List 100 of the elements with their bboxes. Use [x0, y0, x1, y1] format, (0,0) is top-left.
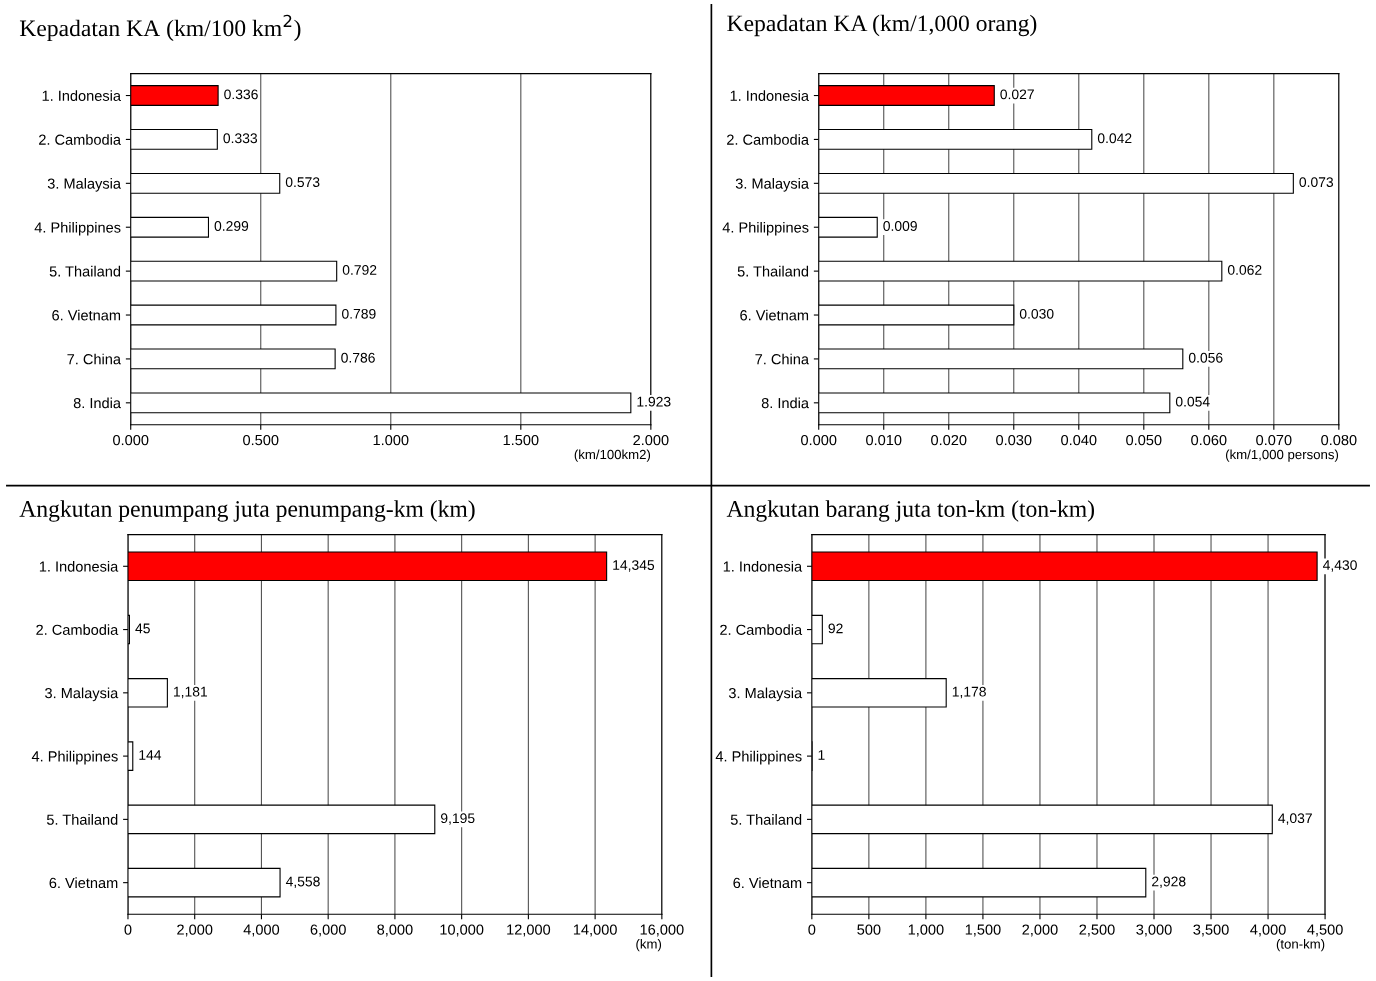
bar [130, 85, 219, 106]
x-tick-label: 2,000 [177, 924, 213, 937]
y-tick-label: 1. Indonesia [730, 90, 809, 101]
x-tick-label: 0.010 [866, 434, 902, 446]
chart-title: Angkutan penumpang juta penumpang-km (km) [19, 500, 475, 522]
y-tick-label: 7. China [755, 353, 809, 365]
bar [818, 260, 1223, 282]
x-tick-label: 0 [808, 924, 816, 935]
data-label: 1 [818, 750, 825, 760]
bar [818, 128, 1093, 150]
x-tick-label: 6,000 [310, 924, 346, 937]
data-label: 9,195 [440, 813, 475, 825]
y-tick-label: 1. Indonesia [42, 90, 121, 101]
data-label: 0.030 [1019, 308, 1054, 319]
x-tick-label: 1.500 [503, 434, 539, 446]
y-tick-label: 6. Vietnam [52, 309, 121, 321]
x-tick-label: 3,000 [1136, 924, 1172, 937]
bar [130, 128, 218, 150]
data-label: 14,345 [613, 560, 655, 572]
x-tick-label: 0.030 [996, 434, 1032, 446]
y-tick-label: 7. China [67, 353, 121, 365]
y-tick-label: 4. Philippines [31, 750, 118, 765]
y-tick-label: 8. India [73, 397, 121, 409]
x-tick-label: 0.040 [1061, 434, 1097, 446]
x-tick-label: 3,500 [1193, 924, 1229, 937]
x-tick-label: 0 [124, 924, 132, 935]
x-tick-label: 4,000 [1250, 924, 1286, 937]
y-tick-label: 3. Malaysia [728, 687, 803, 702]
bar [818, 348, 1184, 370]
data-label: 0.792 [342, 265, 377, 275]
y-tick-label: 2. Cambodia [720, 624, 803, 635]
data-label: 0.073 [1299, 177, 1334, 188]
x-axis-title: (ton-km) [1276, 939, 1325, 952]
chart-title: Kepadatan KA (km/1,000 orang) [727, 14, 1037, 37]
y-tick-label: 5. Thailand [49, 265, 121, 277]
y-tick-label: 3. Malaysia [45, 687, 119, 702]
data-label: 4,430 [1322, 560, 1357, 572]
x-tick-label: 1,000 [908, 924, 944, 937]
y-tick-label: 6. Vietnam [49, 877, 118, 889]
x-tick-label: 0.000 [113, 434, 149, 446]
x-tick-label: 14,000 [573, 924, 617, 937]
bar [818, 216, 878, 238]
data-label: 144 [139, 750, 162, 760]
data-label: 0.573 [285, 177, 320, 188]
data-label: 0.062 [1227, 265, 1262, 275]
x-tick-label: 4,500 [1307, 924, 1343, 937]
bar [130, 172, 281, 194]
x-tick-label: 0.060 [1191, 434, 1227, 446]
data-label: 0.042 [1097, 133, 1132, 144]
x-tick-label: 0.070 [1256, 434, 1292, 446]
y-tick-label: 2. Cambodia [39, 134, 121, 145]
data-label: 0.336 [224, 89, 258, 100]
y-tick-label: 5. Thailand [46, 814, 118, 825]
data-label: 2,928 [1152, 876, 1186, 889]
bar [811, 614, 823, 645]
x-axis-title: (km/1,000 persons) [1226, 449, 1339, 462]
data-label: 0.056 [1188, 352, 1223, 363]
data-label: 1,178 [952, 686, 986, 699]
data-label: 1.923 [637, 396, 671, 407]
x-tick-label: 8,000 [377, 924, 413, 937]
y-tick-label: 2. Cambodia [36, 624, 119, 635]
y-tick-label: 1. Indonesia [723, 561, 803, 572]
x-tick-label: 2.000 [633, 434, 669, 446]
data-label: 0.299 [214, 221, 249, 231]
y-tick-label: 8. India [761, 397, 809, 409]
x-axis-title: (km/100km2) [574, 449, 651, 462]
x-tick-label: 0.050 [1126, 434, 1162, 446]
data-label: 4,037 [1278, 813, 1312, 825]
bar [130, 348, 336, 370]
y-tick-label: 2. Cambodia [727, 134, 809, 145]
x-tick-label: 0.080 [1321, 434, 1357, 446]
bar [811, 867, 1147, 898]
y-tick-label: 6. Vietnam [733, 877, 802, 889]
y-tick-label: 4. Philippines [722, 221, 809, 236]
chart-title: Kepadatan KA (km/100 km$^{2}$) [19, 14, 301, 42]
x-tick-label: 1,500 [965, 924, 1001, 937]
y-tick-label: 4. Philippines [715, 750, 802, 765]
bar [130, 392, 632, 414]
x-tick-label: 2,500 [1079, 924, 1115, 937]
x-tick-label: 500 [857, 924, 881, 935]
x-tick-label: 12,000 [507, 924, 551, 937]
bar [818, 172, 1294, 194]
data-label: 0.054 [1175, 396, 1210, 407]
x-tick-label: 16,000 [640, 924, 684, 937]
x-axis-title: (km) [636, 939, 662, 952]
x-tick-label: 4,000 [243, 924, 280, 937]
y-tick-label: 5. Thailand [730, 814, 802, 825]
y-tick-label: 4. Philippines [34, 221, 121, 236]
x-tick-label: 1.000 [373, 434, 409, 446]
bar [811, 804, 1273, 835]
chart-title: Angkutan barang juta ton-km (ton-km) [726, 500, 1094, 522]
x-tick-label: 0.000 [801, 434, 837, 446]
data-label: 4,558 [285, 876, 320, 889]
bar [818, 392, 1171, 414]
data-label: 0.789 [342, 308, 376, 319]
bar [130, 304, 337, 326]
y-tick-label: 3. Malaysia [47, 178, 121, 192]
bar [130, 216, 210, 238]
bar [130, 260, 338, 282]
y-tick-label: 3. Malaysia [735, 178, 809, 192]
